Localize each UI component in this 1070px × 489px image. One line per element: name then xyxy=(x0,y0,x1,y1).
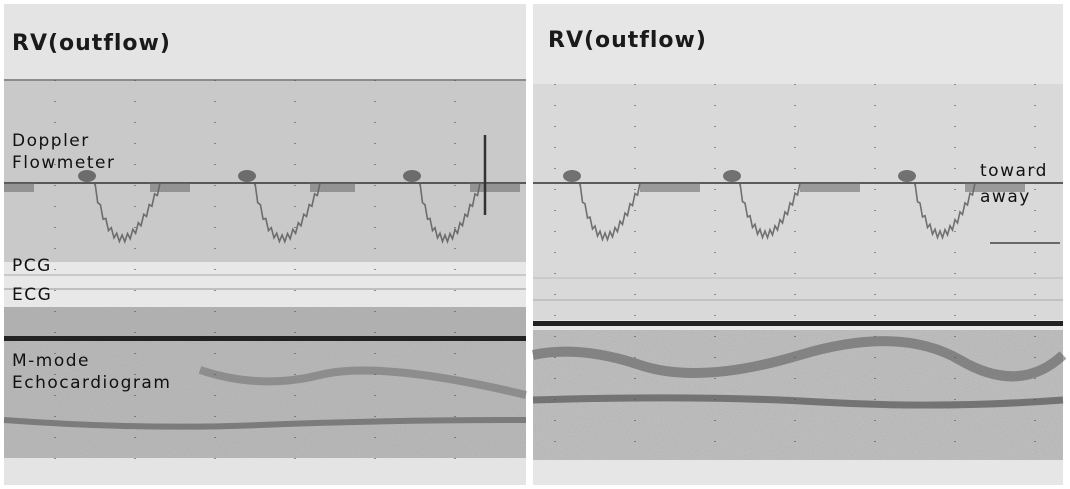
doppler-noise xyxy=(4,183,34,192)
trace-label: Doppler xyxy=(12,131,90,151)
doppler-trace xyxy=(579,182,641,243)
trace-label: Flowmeter xyxy=(12,153,115,173)
doppler-peak xyxy=(238,170,256,182)
m-mode-texture xyxy=(4,341,526,458)
doppler-trace xyxy=(914,182,976,241)
traces xyxy=(4,80,1036,462)
doppler-noise xyxy=(470,183,520,192)
right-panel: RV(outflow) toward away xyxy=(531,4,1067,485)
doppler-peak xyxy=(78,170,96,182)
m-mode-echo xyxy=(531,336,1067,382)
m-mode-echo xyxy=(532,394,1064,409)
m-mode-echo xyxy=(3,417,527,430)
left-panel: RV(outflow) Doppler Flowmeter PCG ECG M-… xyxy=(3,4,527,485)
doppler-noise xyxy=(800,183,860,192)
doppler-noise xyxy=(640,183,700,192)
trace-label: Echocardiogram xyxy=(12,373,171,393)
doppler-trace xyxy=(739,182,801,241)
m-mode-echo xyxy=(198,366,527,399)
divider xyxy=(533,321,1063,326)
doppler-trace xyxy=(254,182,321,245)
doppler-region xyxy=(533,84,1063,320)
pcg-ecg-region xyxy=(4,262,526,307)
strip-texture xyxy=(4,307,526,337)
doppler-peak xyxy=(898,170,916,182)
doppler-noise xyxy=(150,183,190,192)
doppler-peak xyxy=(723,170,741,182)
doppler-noise xyxy=(310,183,355,192)
trace-label: ECG xyxy=(12,285,52,305)
doppler-noise xyxy=(965,183,1025,192)
doppler-peak xyxy=(563,170,581,182)
panel-title: RV(outflow) xyxy=(12,31,171,56)
trace-label: PCG xyxy=(12,256,52,276)
divider xyxy=(4,336,526,341)
trace-label: M-mode xyxy=(12,351,90,371)
doppler-trace xyxy=(94,182,161,245)
panel-title: RV(outflow) xyxy=(548,28,707,53)
doppler-peak xyxy=(403,170,421,182)
doppler-trace xyxy=(419,182,481,245)
direction-label: toward xyxy=(980,161,1048,181)
